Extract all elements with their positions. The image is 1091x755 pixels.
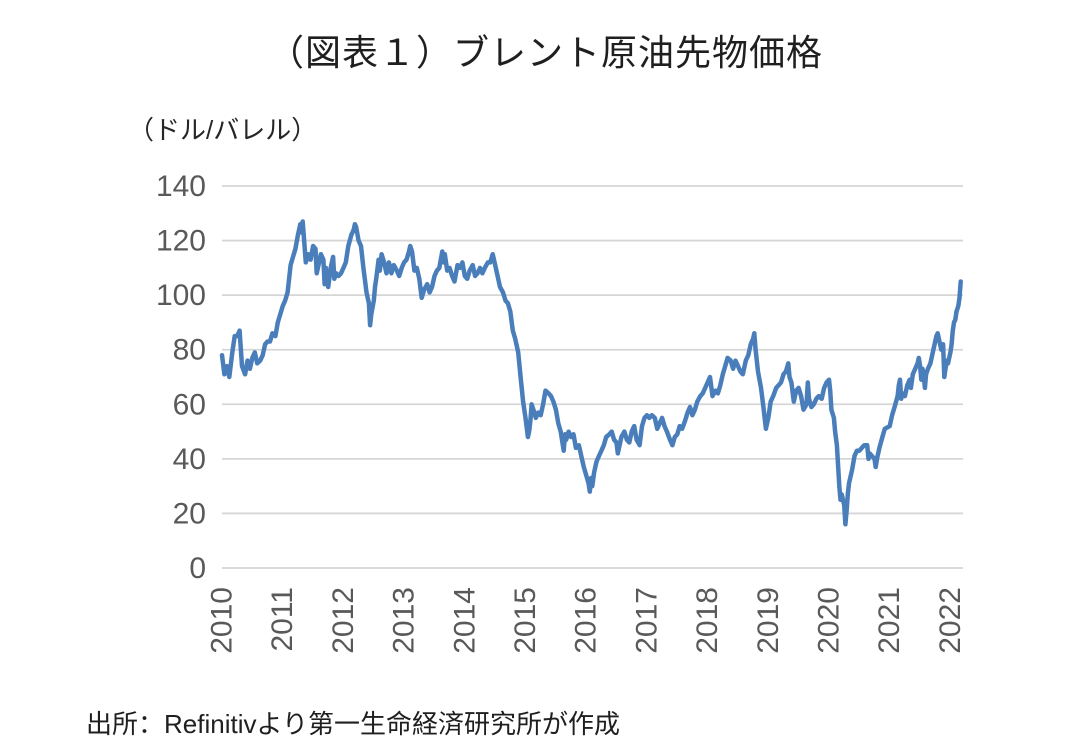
y-tick-label: 20 — [173, 497, 206, 530]
x-tick-label: 2010 — [206, 587, 239, 654]
price-line-series — [219, 219, 963, 527]
chart-title: （図表１）ブレント原油先物価格 — [267, 32, 823, 73]
y-tick-label: 0 — [189, 552, 206, 585]
x-tick-label: 2021 — [873, 587, 906, 654]
line-chart-svg: 0 20 40 60 80 100 120 140 2010 2011 2012 2013 2014 20… — [156, 170, 967, 654]
source-note: 出所：Refinitivより第一生命経済研究所が作成 — [86, 709, 620, 739]
y-tick-label: 120 — [156, 225, 206, 258]
y-tick-label: 80 — [173, 334, 206, 367]
y-axis-unit-label: （ドル/バレル） — [128, 115, 318, 145]
x-tick-label: 2014 — [448, 587, 481, 654]
x-tick-label: 2017 — [630, 587, 663, 654]
x-tick-label: 2011 — [266, 587, 299, 652]
x-tick-label: 2020 — [813, 587, 846, 654]
x-tick-label: 2016 — [570, 587, 603, 654]
y-tick-label: 100 — [156, 279, 206, 312]
x-tick-label: 2013 — [388, 587, 421, 654]
y-tick-label: 60 — [173, 388, 206, 421]
x-tick-label: 2018 — [691, 587, 724, 654]
x-tick-label: 2022 — [934, 587, 967, 654]
y-tick-label: 40 — [173, 443, 206, 476]
x-tick-label: 2015 — [509, 587, 542, 654]
x-tick-label: 2012 — [327, 587, 360, 654]
x-tick-label: 2019 — [752, 587, 785, 654]
y-tick-label: 140 — [156, 170, 206, 203]
